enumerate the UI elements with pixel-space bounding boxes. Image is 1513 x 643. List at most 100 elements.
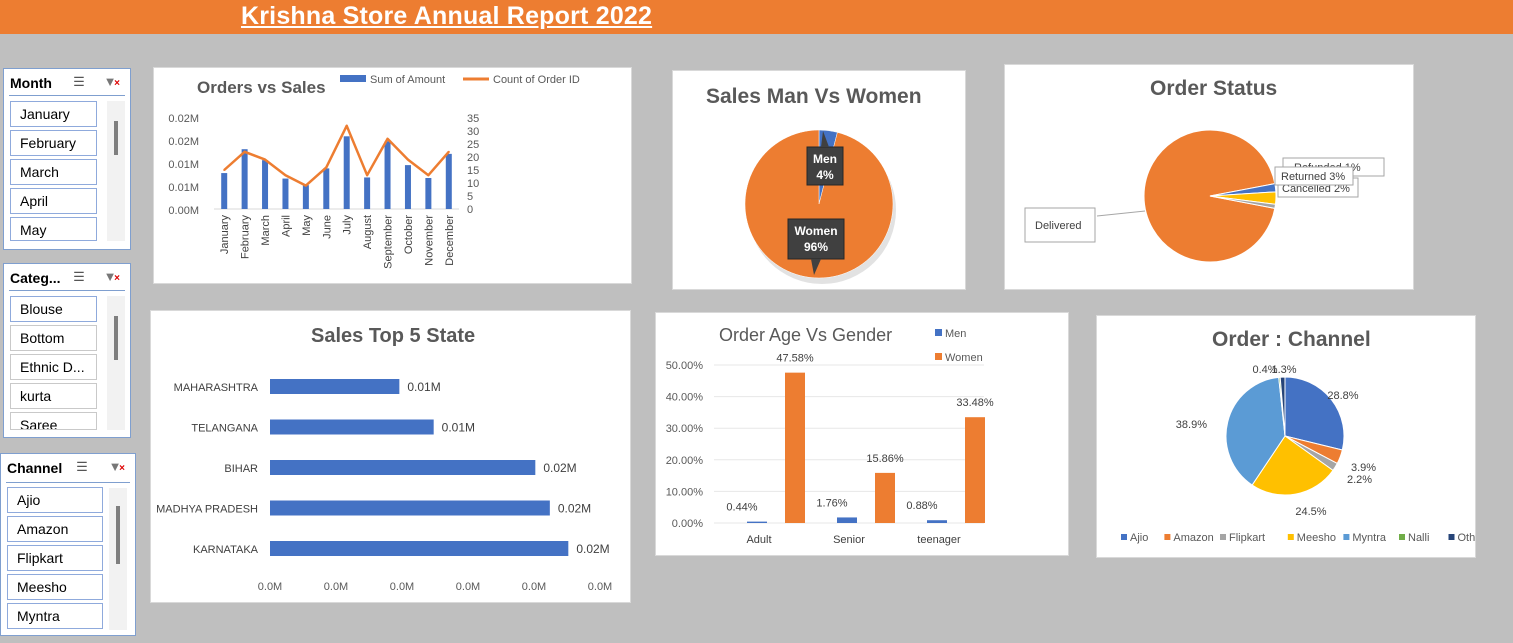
data-label-men-senior: 1.76% [816,497,847,509]
slicer-item-ajio[interactable]: Ajio [7,487,103,513]
data-label-men-teenager: 0.88% [906,500,937,512]
bar-men-adult [747,522,767,523]
sales-men-vs-women-chart: Men4%Women96% [673,71,965,289]
order-status-panel[interactable]: Order Status DeliveredRefunded 1%Cancell… [1004,64,1414,290]
x-tick-label-november: November [423,215,435,266]
y-right-tick-label: 30 [467,126,479,138]
category-slicer-title: Categ... [10,270,61,286]
slicer-item-amazon[interactable]: Amazon [7,516,103,542]
channel-slicer[interactable]: Channel ☰ ▼ × Ajio Amazon Flipkart Meesho… [0,453,136,636]
x-tick-label-january: January [219,215,231,255]
slicer-item-march[interactable]: March [10,159,97,185]
sales-top5-state-panel[interactable]: Sales Top 5 State MAHARASHTRA 0.01M TELANG… [150,310,631,603]
x-tick-label: 0.0M [324,581,348,593]
slicer-item-flipkart[interactable]: Flipkart [7,545,103,571]
line-point-may [305,185,307,187]
clear-filter-icon[interactable]: ▼ × [106,459,124,475]
slicer-item-january[interactable]: January [10,101,97,127]
order-age-vs-gender-panel[interactable]: Order Age Vs Gender Men Women 50.00% 40.00%… [655,312,1069,556]
order-channel-panel[interactable]: Order : Channel 28.8% 3.9% 2.2% 24.5% 38.9% 0… [1096,315,1476,558]
bar-june [323,168,329,209]
x-tick-label-july: July [342,215,354,235]
x-tick-label-september: September [383,215,395,269]
y-left-tick-label: 0.00M [168,205,199,217]
slicer-scroll-thumb[interactable] [114,121,118,155]
y-tick-label: 0.00% [672,518,703,530]
legend-label-sum-of-amount: Sum of Amount [370,74,445,86]
multi-select-icon[interactable]: ☰ [70,269,88,285]
month-slicer[interactable]: Month ☰ ▼ × January February March April … [3,68,131,250]
slicer-item-april[interactable]: April [10,188,97,214]
x-tick-label-august: August [362,215,374,249]
legend-swatch-sum-of-amount [340,75,366,82]
line-point-september [387,138,389,140]
slicer-item-kurta[interactable]: kurta [10,383,97,409]
bar-november [425,178,431,209]
sales-men-vs-women-panel[interactable]: Sales Man Vs Women Men 4% Women 96% [672,70,966,290]
line-point-march [264,159,266,161]
order-status-chart: DeliveredRefunded 1%Cancelled 2%Returned… [1005,65,1413,289]
slicer-item-saree[interactable]: Saree [10,412,97,430]
slicer-item-ethnic-dress[interactable]: Ethnic D... [10,354,97,380]
slicer-item-bottom[interactable]: Bottom [10,325,97,351]
category-slicer[interactable]: Categ... ☰ ▼ × Blouse Bottom Ethnic D... … [3,263,131,438]
bar-karnataka [270,541,568,556]
slicer-item-february[interactable]: February [10,130,97,156]
orders-vs-sales-panel[interactable]: Orders vs Sales Sum of Amount Count of Or… [153,67,632,284]
y-tick-label: 10.00% [666,486,704,498]
x-tick-label-june: June [321,215,333,239]
multi-select-icon[interactable]: ☰ [73,459,91,475]
legend-label-ajio: Ajio [1130,532,1148,544]
y-left-tick-label: 0.02M [168,136,199,148]
slicer-item-myntra[interactable]: Myntra [7,603,103,629]
bar-bihar [270,460,535,475]
y-tick-label-telangana: TELANGANA [191,423,258,435]
y-tick-label: 40.00% [666,392,704,404]
x-tick-label: 0.0M [258,581,282,593]
bar-men-teenager [927,520,947,523]
legend-swatch-women [935,353,942,360]
orders-vs-sales-chart: Sum of Amount Count of Order ID 0.02M 0.02M… [154,68,631,283]
slicer-scroll-thumb[interactable] [114,316,118,360]
x-tick-label: 0.0M [522,581,546,593]
clear-filter-icon[interactable]: ▼ × [101,74,119,90]
y-tick-label: 30.00% [666,423,704,435]
bar-men-senior [837,517,857,523]
data-label-myntra: 38.9% [1176,419,1207,431]
data-label-flipkart: 2.2% [1347,474,1372,486]
bar-august [364,177,370,209]
line-point-august [366,174,368,176]
legend-label-others: Others [1458,532,1476,544]
data-label-women-senior: 15.86% [866,453,904,465]
slicer-item-meesho[interactable]: Meesho [7,574,103,600]
x-tick-label-march: March [260,215,272,246]
data-label-category-women: Women [794,224,837,238]
x-tick-label-senior: Senior [833,534,865,546]
legend-swatch-amazon [1164,534,1170,540]
data-label-madhya-pradesh: 0.02M [558,502,591,516]
line-point-november [427,174,429,176]
legend-swatch-nalli [1399,534,1405,540]
clear-filter-icon[interactable]: ▼ × [101,269,119,285]
bar-maharashtra [270,379,399,394]
x-tick-label-december: December [444,215,456,266]
y-right-tick-label: 5 [467,191,473,203]
bar-may [303,185,309,209]
slicer-scroll-thumb[interactable] [116,506,120,564]
x-tick-label-october: October [403,215,415,254]
y-tick-label-bihar: BIHAR [224,463,258,475]
y-left-tick-label: 0.01M [168,182,199,194]
x-tick-label-teenager: teenager [917,534,961,546]
y-left-tick-label: 0.01M [168,159,199,171]
multi-select-icon[interactable]: ☰ [70,74,88,90]
bar-july [344,136,350,209]
data-label-delivered: Delivered [1035,220,1081,232]
slicer-item-blouse[interactable]: Blouse [10,296,97,322]
slicer-item-may[interactable]: May [10,217,97,241]
channel-slicer-title: Channel [7,460,62,476]
x-tick-label-may: May [301,215,313,236]
line-point-june [325,166,327,168]
line-point-october [407,159,409,161]
y-right-tick-label: 15 [467,165,479,177]
legend-label-myntra: Myntra [1352,532,1387,544]
